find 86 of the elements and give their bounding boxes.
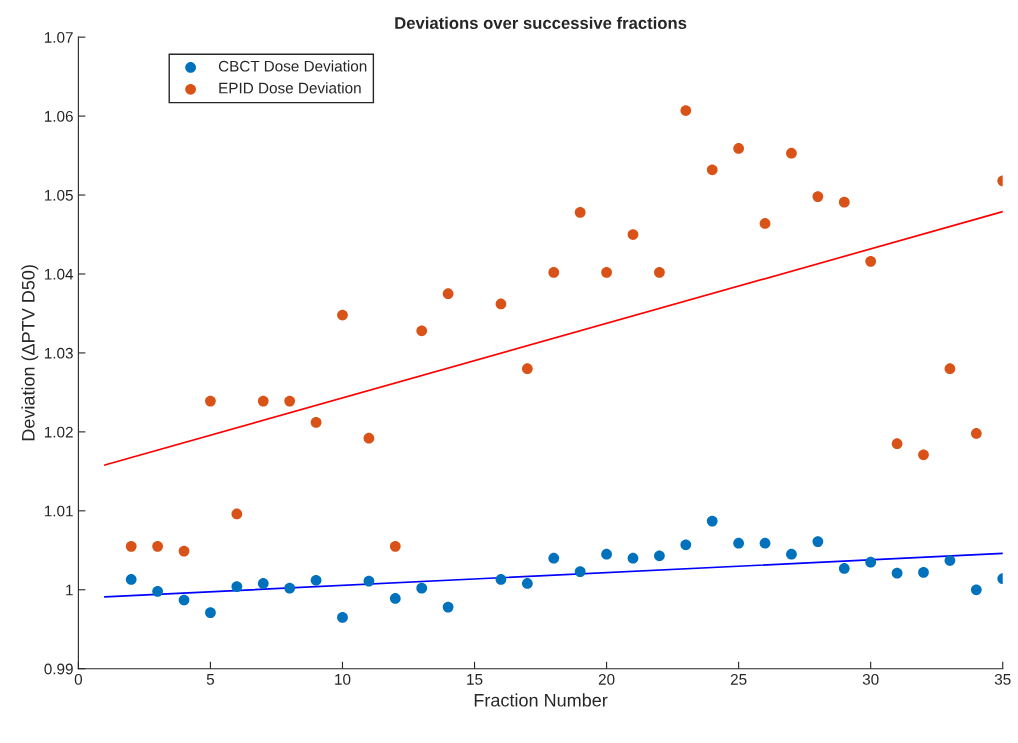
point [310, 574, 322, 586]
point [601, 267, 612, 278]
y-tick-label: 1.04 [44, 268, 74, 280]
point [733, 143, 745, 154]
y-tick-label: 0.99 [44, 663, 73, 675]
point [944, 555, 956, 566]
point [152, 585, 163, 597]
x-axis-title: Fraction Number [474, 693, 608, 707]
point [786, 147, 797, 159]
point [970, 428, 982, 439]
point [759, 537, 771, 549]
point [205, 395, 216, 407]
x-tick-label: 0 [74, 673, 83, 685]
point [231, 581, 243, 592]
point [574, 207, 586, 218]
point [680, 539, 692, 551]
point [337, 612, 348, 623]
point [495, 298, 507, 310]
point [944, 363, 956, 375]
point [706, 515, 718, 527]
point [918, 567, 929, 578]
y-tick-label: 1.06 [44, 110, 73, 122]
y-tick-label: 1.05 [44, 189, 73, 201]
point [337, 309, 348, 321]
point [865, 255, 877, 267]
y-tick-label: 1.02 [44, 426, 73, 438]
point [521, 363, 533, 375]
point [733, 537, 745, 549]
chart-title: Deviations over successive fractions [395, 16, 687, 29]
y-tick-label: 1.07 [44, 32, 73, 43]
x-tick-label: 15 [467, 674, 483, 685]
point [495, 574, 507, 585]
point [918, 449, 929, 461]
x-tick-label: 10 [335, 673, 351, 685]
point [601, 548, 612, 560]
point [654, 550, 665, 562]
x-tick-label: 30 [862, 673, 879, 685]
point [548, 267, 560, 278]
y-tick-label: 1.01 [44, 505, 73, 517]
point [257, 578, 269, 589]
point [838, 196, 850, 208]
point [125, 540, 137, 552]
y-tick-label: 1.03 [44, 347, 73, 359]
point [891, 438, 903, 450]
x-tick-label: 35 [994, 673, 1011, 685]
point [865, 556, 877, 568]
point [442, 601, 454, 613]
point [284, 582, 296, 594]
point [706, 164, 718, 176]
point [363, 575, 375, 587]
point [442, 288, 454, 300]
point [627, 552, 639, 564]
point [838, 563, 850, 574]
point [759, 218, 771, 229]
point [574, 566, 586, 577]
legend-label: CBCT Dose Deviation [218, 60, 367, 72]
point [548, 552, 560, 564]
point [891, 567, 903, 579]
point [812, 536, 824, 547]
point [310, 417, 322, 428]
point [284, 395, 296, 407]
y-axis-title: Deviation (ΔPTV D50) [21, 265, 39, 441]
point [416, 325, 428, 337]
point [389, 593, 401, 604]
y-tick-label: 1 [66, 584, 73, 596]
point [152, 540, 163, 552]
point [416, 582, 428, 594]
point [654, 267, 665, 278]
point [812, 191, 824, 202]
point [970, 584, 982, 596]
x-tick-label: 5 [206, 674, 215, 685]
point [178, 594, 190, 606]
point [389, 540, 401, 552]
legend-label: EPID Dose Deviation [219, 82, 361, 94]
x-tick-label: 25 [730, 673, 747, 685]
point [178, 545, 190, 557]
point [627, 229, 639, 240]
point [521, 578, 533, 589]
point [786, 548, 797, 560]
point [680, 105, 692, 116]
point [257, 395, 269, 407]
point [231, 508, 243, 520]
x-tick-label: 20 [598, 673, 615, 685]
point [363, 432, 375, 444]
point [205, 607, 216, 619]
point [125, 574, 137, 585]
